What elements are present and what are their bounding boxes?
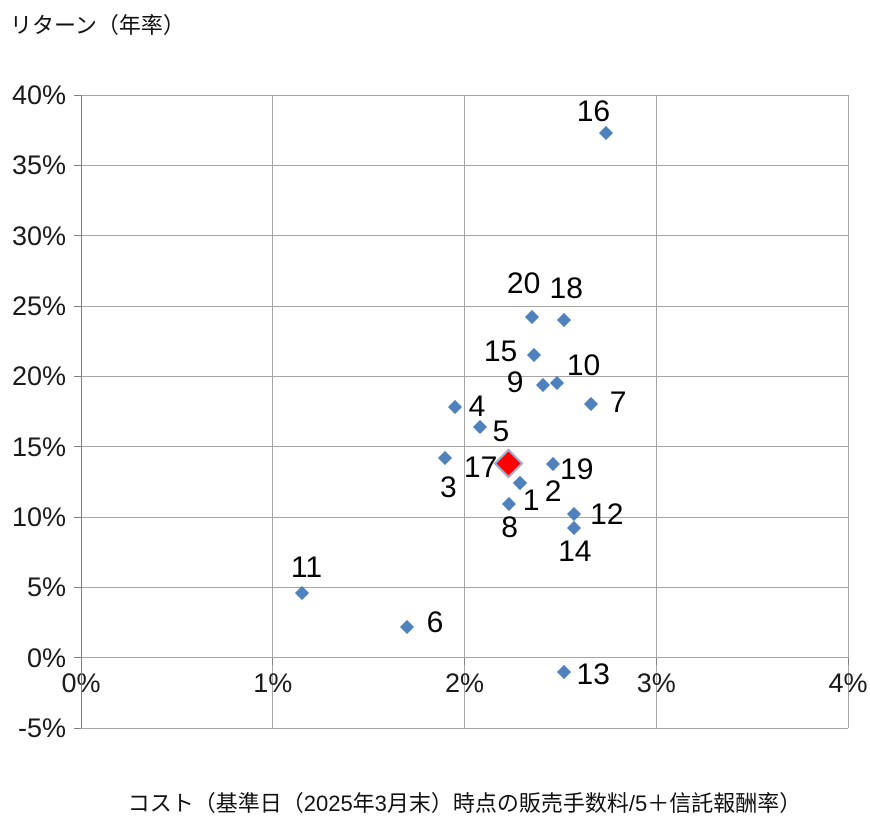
point-label-14: 14 <box>558 535 592 569</box>
y-tick-label: 40% <box>11 80 66 110</box>
point-label-2: 2 <box>544 475 562 509</box>
y-axis-line <box>80 95 82 728</box>
gridline-vertical <box>464 95 465 728</box>
y-axis-tick <box>74 235 81 237</box>
y-axis-tick <box>74 727 81 729</box>
point-label-1: 1 <box>522 484 540 518</box>
y-axis-tick <box>74 657 81 659</box>
y-axis-tick <box>74 305 81 307</box>
point-label-7: 7 <box>609 386 627 420</box>
plot-area: 1 2 3 4 5 6 7 8 9 10 11 12 13 14 15 16 18 19 20 17 <box>80 94 849 729</box>
x-tick-label: 3% <box>636 667 676 698</box>
point-label-4: 4 <box>468 390 486 424</box>
x-axis-title: コスト（基準日（2025年3月末）時点の販売手数料/5＋信託報酬率） <box>127 791 802 816</box>
scatter-point-12 <box>566 507 581 522</box>
scatter-point-6 <box>399 619 415 634</box>
point-label-3: 3 <box>439 470 457 504</box>
y-axis-title: リターン（年率） <box>10 13 185 38</box>
y-tick-label: -5% <box>17 713 66 743</box>
gridline-vertical <box>655 95 657 728</box>
scatter-point-20 <box>524 310 539 325</box>
point-label-12: 12 <box>590 498 624 532</box>
y-tick-label: 30% <box>11 220 66 251</box>
highlight-point-17 <box>493 448 524 479</box>
scatter-point-4 <box>447 400 462 415</box>
point-label-18: 18 <box>549 272 583 306</box>
y-tick-label: 35% <box>11 150 66 181</box>
x-axis-tick <box>655 657 657 665</box>
y-tick-label: 0% <box>26 642 66 673</box>
point-label-19: 19 <box>560 452 594 486</box>
point-label-11: 11 <box>290 550 323 584</box>
scatter-point-15 <box>526 348 541 363</box>
point-label-15: 15 <box>483 335 518 369</box>
point-label-20: 20 <box>506 267 541 301</box>
y-tick-label: 15% <box>11 431 66 462</box>
scatter-point-8 <box>501 497 516 512</box>
point-label-16: 16 <box>576 94 611 128</box>
scatter-point-11 <box>294 585 309 601</box>
point-label-8: 8 <box>501 511 518 545</box>
x-tick-label: 1% <box>253 667 293 698</box>
x-axis-tick <box>464 657 465 665</box>
scatter-point-16 <box>599 125 614 141</box>
point-label-17: 17 <box>463 450 498 484</box>
y-tick-label: 25% <box>11 291 66 321</box>
scatter-point-9 <box>536 377 551 392</box>
y-axis-tick <box>74 94 81 96</box>
x-axis-tick <box>847 657 849 665</box>
y-tick-label: 10% <box>11 502 66 532</box>
point-label-5: 5 <box>492 414 510 448</box>
y-axis-tick <box>74 516 81 518</box>
point-label-10: 10 <box>566 349 601 383</box>
scatter-point-19 <box>545 456 560 471</box>
x-tick-label: 4% <box>828 667 868 698</box>
y-axis-tick <box>74 164 81 166</box>
x-tick-label: 2% <box>444 667 485 698</box>
gridline-horizontal <box>81 727 848 729</box>
point-label-9: 9 <box>506 365 524 399</box>
scatter-point-14 <box>566 521 581 536</box>
y-tick-label: 20% <box>11 361 66 392</box>
scatter-point-7 <box>583 397 599 412</box>
point-label-6: 6 <box>426 605 444 639</box>
scatter-point-3 <box>438 450 453 465</box>
x-axis-tick <box>272 657 274 665</box>
gridline-vertical <box>847 95 849 728</box>
y-axis-tick <box>74 375 81 377</box>
y-axis-tick <box>74 446 81 448</box>
y-tick-label: 5% <box>26 572 66 603</box>
scatter-point-13 <box>557 664 572 679</box>
scatter-point-18 <box>557 312 572 328</box>
scatter-point-10 <box>549 376 564 391</box>
gridline-vertical <box>272 95 274 728</box>
point-label-13: 13 <box>576 657 610 691</box>
y-axis-tick <box>74 586 81 588</box>
